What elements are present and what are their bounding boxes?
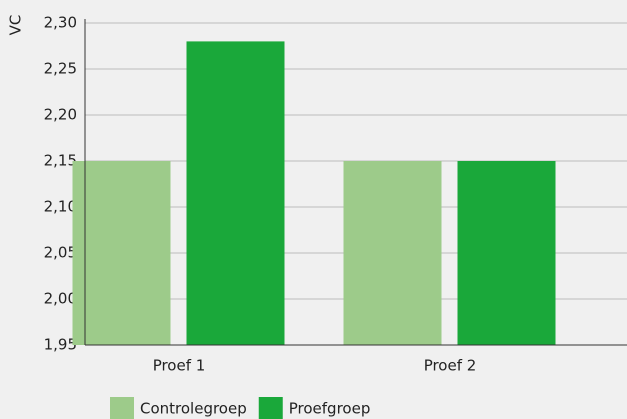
bar [186,41,285,346]
legend-swatch [258,397,283,419]
legend-label: Proefgroep [289,400,371,418]
bar [457,161,556,345]
legend-label: Controlegroep [140,400,247,418]
x-tick-label: Proef 1 [153,357,206,375]
y-tick-label: 2,10 [44,198,77,216]
legend-swatch [110,397,134,419]
x-tick-label: Proef 2 [424,357,477,375]
y-tick-label: 2,05 [44,244,77,262]
y-tick-label: 1,95 [44,336,77,354]
y-tick-label: 2,15 [44,152,77,170]
y-tick-label: 2,00 [44,290,77,308]
y-tick-label: 2,20 [44,106,77,124]
y-tick-label: 2,25 [44,60,77,78]
bar [72,161,171,345]
y-tick-label: 2,30 [44,14,77,32]
y-axis-label: VC [7,15,25,36]
bar [343,161,442,345]
